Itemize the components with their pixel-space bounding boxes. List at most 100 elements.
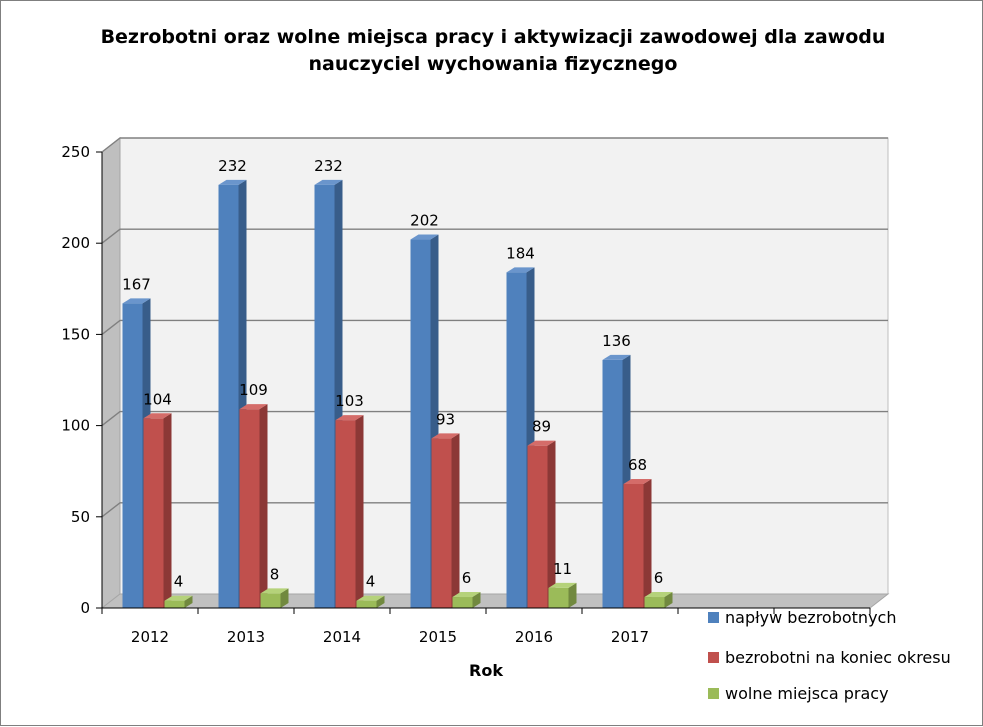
x-tick-label: 2014 bbox=[323, 628, 361, 646]
data-label: 167 bbox=[122, 275, 151, 293]
bar-side bbox=[163, 413, 172, 608]
bar-side bbox=[472, 592, 481, 608]
bar-side bbox=[664, 592, 673, 608]
bar-front bbox=[644, 597, 665, 608]
chart-title: Bezrobotni oraz wolne miejsca pracy i ak… bbox=[101, 26, 886, 75]
bar-side bbox=[451, 433, 460, 608]
bar-top bbox=[218, 179, 247, 185]
bar-top bbox=[356, 595, 385, 601]
y-tick-label: 50 bbox=[71, 508, 90, 526]
bar-top bbox=[431, 433, 460, 439]
legend-label: napływ bezrobotnych bbox=[725, 608, 896, 627]
data-label: 103 bbox=[335, 392, 364, 410]
bar bbox=[260, 588, 289, 608]
bar-front bbox=[143, 418, 164, 608]
bar-front bbox=[356, 600, 377, 608]
legend-label: bezrobotni na koniec okresu bbox=[725, 648, 951, 667]
y-tick-label: 150 bbox=[61, 325, 90, 343]
gridline bbox=[101, 137, 888, 153]
bar bbox=[164, 595, 193, 608]
bar-top bbox=[239, 404, 268, 410]
bar-front bbox=[314, 184, 335, 608]
bar-top bbox=[122, 298, 151, 304]
bar bbox=[239, 404, 268, 608]
bar-top bbox=[452, 592, 481, 598]
bar bbox=[644, 592, 673, 608]
bar-front bbox=[623, 483, 644, 608]
data-label: 6 bbox=[654, 569, 664, 587]
bar bbox=[431, 433, 460, 608]
bar-front bbox=[527, 445, 548, 608]
bar-top bbox=[335, 415, 364, 421]
bar-front bbox=[335, 420, 356, 608]
bar-side bbox=[355, 415, 364, 608]
data-label: 4 bbox=[366, 573, 376, 591]
x-tick-label: 2013 bbox=[227, 628, 265, 646]
data-label: 232 bbox=[314, 157, 343, 175]
legend-swatch bbox=[708, 688, 719, 699]
data-label: 136 bbox=[602, 332, 631, 350]
bar-top bbox=[314, 179, 343, 185]
y-tick-label: 200 bbox=[61, 234, 90, 252]
bar-side bbox=[643, 478, 652, 608]
x-tick-label: 2017 bbox=[611, 628, 649, 646]
side-wall bbox=[101, 136, 121, 610]
data-label: 89 bbox=[532, 418, 551, 436]
gridline bbox=[101, 319, 888, 335]
bars bbox=[122, 179, 673, 608]
data-labels: 167 232 232 202 184 136 104 109 103 93 89 68 4 8 4 6 11 6 bbox=[122, 157, 663, 591]
legend-swatch bbox=[708, 652, 719, 663]
data-label: 232 bbox=[218, 157, 247, 175]
data-label: 11 bbox=[553, 560, 572, 578]
bar-front bbox=[548, 587, 569, 608]
x-tick-label: 2016 bbox=[515, 628, 553, 646]
gridlines bbox=[101, 137, 888, 518]
data-label: 104 bbox=[143, 390, 172, 408]
legend-item: napływ bezrobotnych bbox=[708, 608, 896, 627]
bar-front bbox=[218, 184, 239, 608]
legend: napływ bezrobotnych bezrobotni na koniec … bbox=[708, 608, 951, 703]
axes: 0 50 100 150 200 250 2012 2013 2014 2015 2016 2017 bbox=[61, 143, 871, 646]
bar-top bbox=[506, 267, 535, 273]
bar-top bbox=[623, 478, 652, 484]
bar bbox=[452, 592, 481, 608]
x-tick-label: 2012 bbox=[131, 628, 169, 646]
bar-front bbox=[452, 597, 473, 608]
bar-front bbox=[164, 600, 185, 608]
data-label: 6 bbox=[462, 569, 472, 587]
bar-front bbox=[122, 303, 143, 608]
bar-top bbox=[143, 413, 172, 419]
data-label: 93 bbox=[436, 410, 455, 428]
bar-top bbox=[410, 234, 439, 240]
data-label: 4 bbox=[174, 573, 184, 591]
y-tick-label: 100 bbox=[61, 417, 90, 435]
bar-top bbox=[644, 592, 673, 598]
data-label: 68 bbox=[628, 456, 647, 474]
bar-front bbox=[602, 359, 623, 608]
x-axis-title: Rok bbox=[469, 661, 503, 680]
data-label: 8 bbox=[270, 565, 280, 583]
bar-side bbox=[376, 595, 385, 608]
bar-side bbox=[547, 440, 556, 608]
bar bbox=[548, 582, 577, 608]
chart-title-line-2: nauczyciel wychowania fizycznego bbox=[309, 53, 678, 75]
bar-top bbox=[548, 582, 577, 588]
bar-top bbox=[602, 354, 631, 360]
legend-item: bezrobotni na koniec okresu bbox=[708, 648, 951, 667]
legend-item: wolne miejsca pracy bbox=[708, 684, 889, 703]
y-tick-label: 0 bbox=[80, 599, 90, 617]
bar-side bbox=[259, 404, 268, 608]
data-label: 202 bbox=[410, 212, 439, 230]
chart-title-line-1: Bezrobotni oraz wolne miejsca pracy i ak… bbox=[101, 26, 886, 48]
bar-front bbox=[410, 239, 431, 608]
bar bbox=[356, 595, 385, 608]
legend-label: wolne miejsca pracy bbox=[725, 684, 889, 703]
bar bbox=[335, 415, 364, 608]
bar-side bbox=[568, 582, 577, 608]
bar-side bbox=[280, 588, 289, 608]
bar-front bbox=[239, 409, 260, 608]
bar-top bbox=[527, 440, 556, 446]
bar bbox=[143, 413, 172, 608]
gridline bbox=[101, 410, 888, 427]
